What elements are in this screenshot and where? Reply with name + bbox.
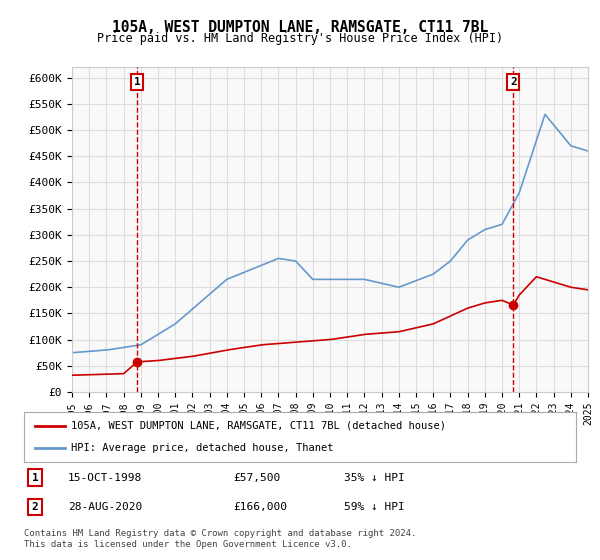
Text: HPI: Average price, detached house, Thanet: HPI: Average price, detached house, Than… — [71, 443, 334, 453]
Text: £57,500: £57,500 — [234, 473, 281, 483]
Text: 105A, WEST DUMPTON LANE, RAMSGATE, CT11 7BL: 105A, WEST DUMPTON LANE, RAMSGATE, CT11 … — [112, 20, 488, 35]
Text: Contains HM Land Registry data © Crown copyright and database right 2024.
This d: Contains HM Land Registry data © Crown c… — [24, 529, 416, 549]
Text: 1: 1 — [32, 473, 38, 483]
Text: 105A, WEST DUMPTON LANE, RAMSGATE, CT11 7BL (detached house): 105A, WEST DUMPTON LANE, RAMSGATE, CT11 … — [71, 421, 446, 431]
Text: 28-AUG-2020: 28-AUG-2020 — [68, 502, 142, 512]
Text: 2: 2 — [32, 502, 38, 512]
Text: 15-OCT-1998: 15-OCT-1998 — [68, 473, 142, 483]
Text: 35% ↓ HPI: 35% ↓ HPI — [344, 473, 405, 483]
Text: Price paid vs. HM Land Registry's House Price Index (HPI): Price paid vs. HM Land Registry's House … — [97, 32, 503, 45]
Text: 1: 1 — [134, 77, 140, 87]
Text: 59% ↓ HPI: 59% ↓ HPI — [344, 502, 405, 512]
Text: 2: 2 — [510, 77, 517, 87]
Text: £166,000: £166,000 — [234, 502, 288, 512]
